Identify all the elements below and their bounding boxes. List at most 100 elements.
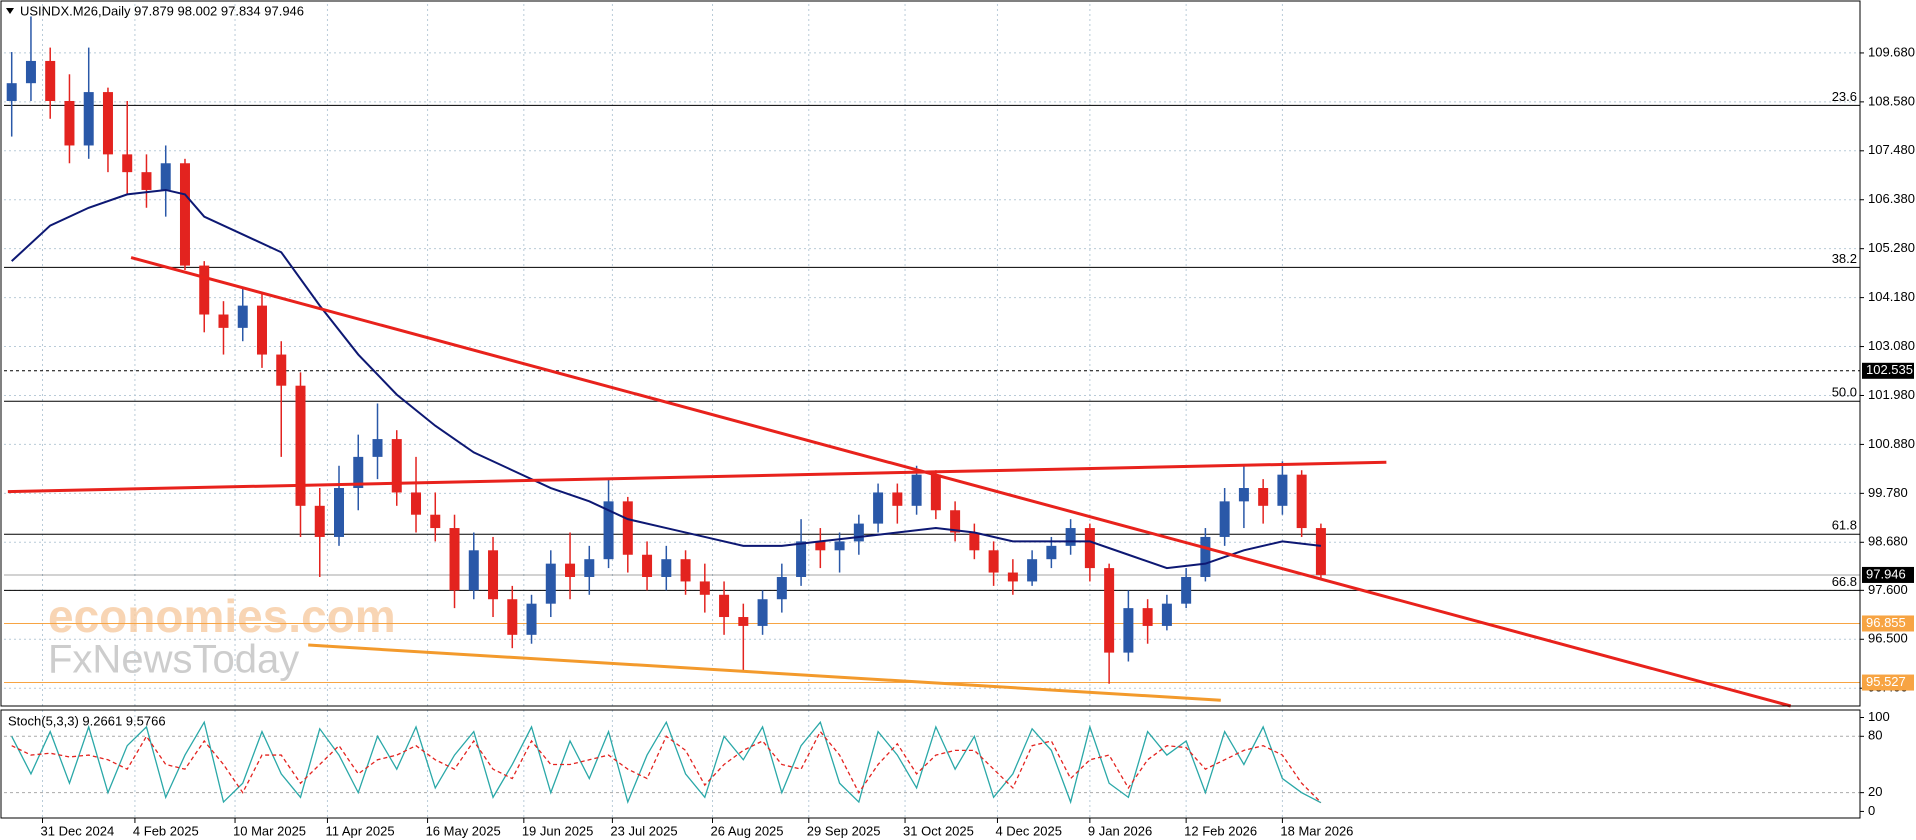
trendline <box>308 643 1221 702</box>
candle-body <box>642 554 653 577</box>
x-tick-label: 23 Jul 2025 <box>610 823 677 838</box>
candle-body <box>796 541 807 577</box>
stoch-frame <box>0 709 1861 819</box>
candle-body <box>545 563 556 604</box>
y-tick-label: 107.480 <box>1868 142 1915 157</box>
x-tick-label: 19 Jun 2025 <box>522 823 594 838</box>
x-tick-label: 4 Dec 2025 <box>995 823 1062 838</box>
candle-body <box>372 439 383 457</box>
candle-body <box>411 492 422 515</box>
y-tick-label: 96.500 <box>1868 631 1908 646</box>
price-marker-label: 97.946 <box>1866 566 1906 581</box>
candle-body <box>1084 528 1095 569</box>
candle-body <box>1046 545 1057 560</box>
candle-body <box>276 354 287 386</box>
candle-body <box>853 523 864 542</box>
candle-body <box>1315 528 1326 575</box>
candle-body <box>1104 568 1115 653</box>
y-tick-label: 80 <box>1868 728 1882 743</box>
candle-body <box>45 60 56 101</box>
candle-body <box>1007 572 1018 582</box>
candle-body <box>776 576 787 600</box>
y-tick-label: 98.680 <box>1868 534 1908 549</box>
trendline <box>7 460 1387 494</box>
x-tick-label: 11 Apr 2025 <box>325 823 394 838</box>
price-marker-label: 95.527 <box>1866 674 1906 689</box>
y-tick-label: 108.580 <box>1868 93 1915 108</box>
candle-body <box>1123 608 1134 653</box>
y-tick-label: 104.180 <box>1868 289 1915 304</box>
price-marker <box>1862 362 1914 379</box>
x-tick-label: 31 Dec 2024 <box>41 823 115 838</box>
x-tick-label: 29 Sep 2025 <box>807 823 881 838</box>
y-tick-label: 100 <box>1868 709 1890 724</box>
candle-body <box>64 100 75 146</box>
x-tick-label: 26 Aug 2025 <box>711 823 784 838</box>
price-marker <box>1862 615 1914 632</box>
candle-body <box>1238 488 1249 502</box>
candle-body <box>179 163 190 266</box>
candle-body <box>873 492 884 524</box>
y-tick-label: 99.780 <box>1868 485 1908 500</box>
candle-body <box>430 514 441 529</box>
watermark: FxNewsToday <box>48 638 299 682</box>
candle-body <box>391 439 402 493</box>
candle-body <box>834 541 845 551</box>
fib-label: 23.6 <box>1832 89 1857 104</box>
x-tick-label: 12 Feb 2026 <box>1184 823 1257 838</box>
candle-body <box>622 501 633 555</box>
candle-body <box>83 92 94 146</box>
candle-body <box>237 305 248 328</box>
x-tick-label: 31 Oct 2025 <box>903 823 974 838</box>
candle-body <box>1181 576 1192 604</box>
menu-arrow <box>6 8 14 14</box>
candle-body <box>1219 501 1230 537</box>
candle-body <box>1200 536 1211 577</box>
y-tick-label: 106.380 <box>1868 191 1915 206</box>
fib-label: 61.8 <box>1832 518 1857 533</box>
candle-body <box>141 172 152 190</box>
x-tick-label: 10 Mar 2025 <box>233 823 306 838</box>
candle-body <box>911 474 922 506</box>
candle-body <box>950 510 961 533</box>
y-tick-label: 105.280 <box>1868 240 1915 255</box>
y-tick-label: 101.980 <box>1868 387 1915 402</box>
candle-body <box>892 492 903 506</box>
y-tick-label: 103.080 <box>1868 338 1915 353</box>
candle-body <box>218 314 229 328</box>
candle-body <box>334 488 345 537</box>
candle-body <box>25 60 36 84</box>
candle-body <box>565 563 576 577</box>
candle-body <box>468 550 479 591</box>
main-title: USINDX.M26,Daily 97.879 98.002 97.834 97… <box>20 3 304 18</box>
candle-body <box>584 559 595 577</box>
x-tick-label: 4 Feb 2025 <box>133 823 199 838</box>
candle-body <box>507 599 518 635</box>
stoch-line <box>11 730 1322 803</box>
candle-body <box>1161 603 1172 626</box>
fib-label: 66.8 <box>1832 574 1857 589</box>
price-marker <box>1862 566 1914 583</box>
candle-body <box>6 83 17 101</box>
trendline <box>130 256 1792 708</box>
candle-body <box>353 456 364 489</box>
candle-body <box>988 550 999 573</box>
candle-body <box>1142 608 1153 626</box>
fib-label: 38.2 <box>1832 251 1857 266</box>
candle-body <box>526 603 537 635</box>
candle-body <box>1258 488 1269 506</box>
stoch-title: Stoch(5,3,3) 9.2661 9.5766 <box>8 713 166 728</box>
price-marker-label: 102.535 <box>1866 362 1913 377</box>
y-tick-label: 97.600 <box>1868 582 1908 597</box>
candle-body <box>160 163 171 190</box>
candle-body <box>738 617 749 626</box>
candle-body <box>449 528 460 591</box>
candle-body <box>719 594 730 618</box>
price-marker-label: 96.855 <box>1866 615 1906 630</box>
candle-body <box>1277 474 1288 506</box>
candle-body <box>1065 528 1076 546</box>
price-marker <box>1862 674 1914 691</box>
candle-body <box>699 581 710 595</box>
